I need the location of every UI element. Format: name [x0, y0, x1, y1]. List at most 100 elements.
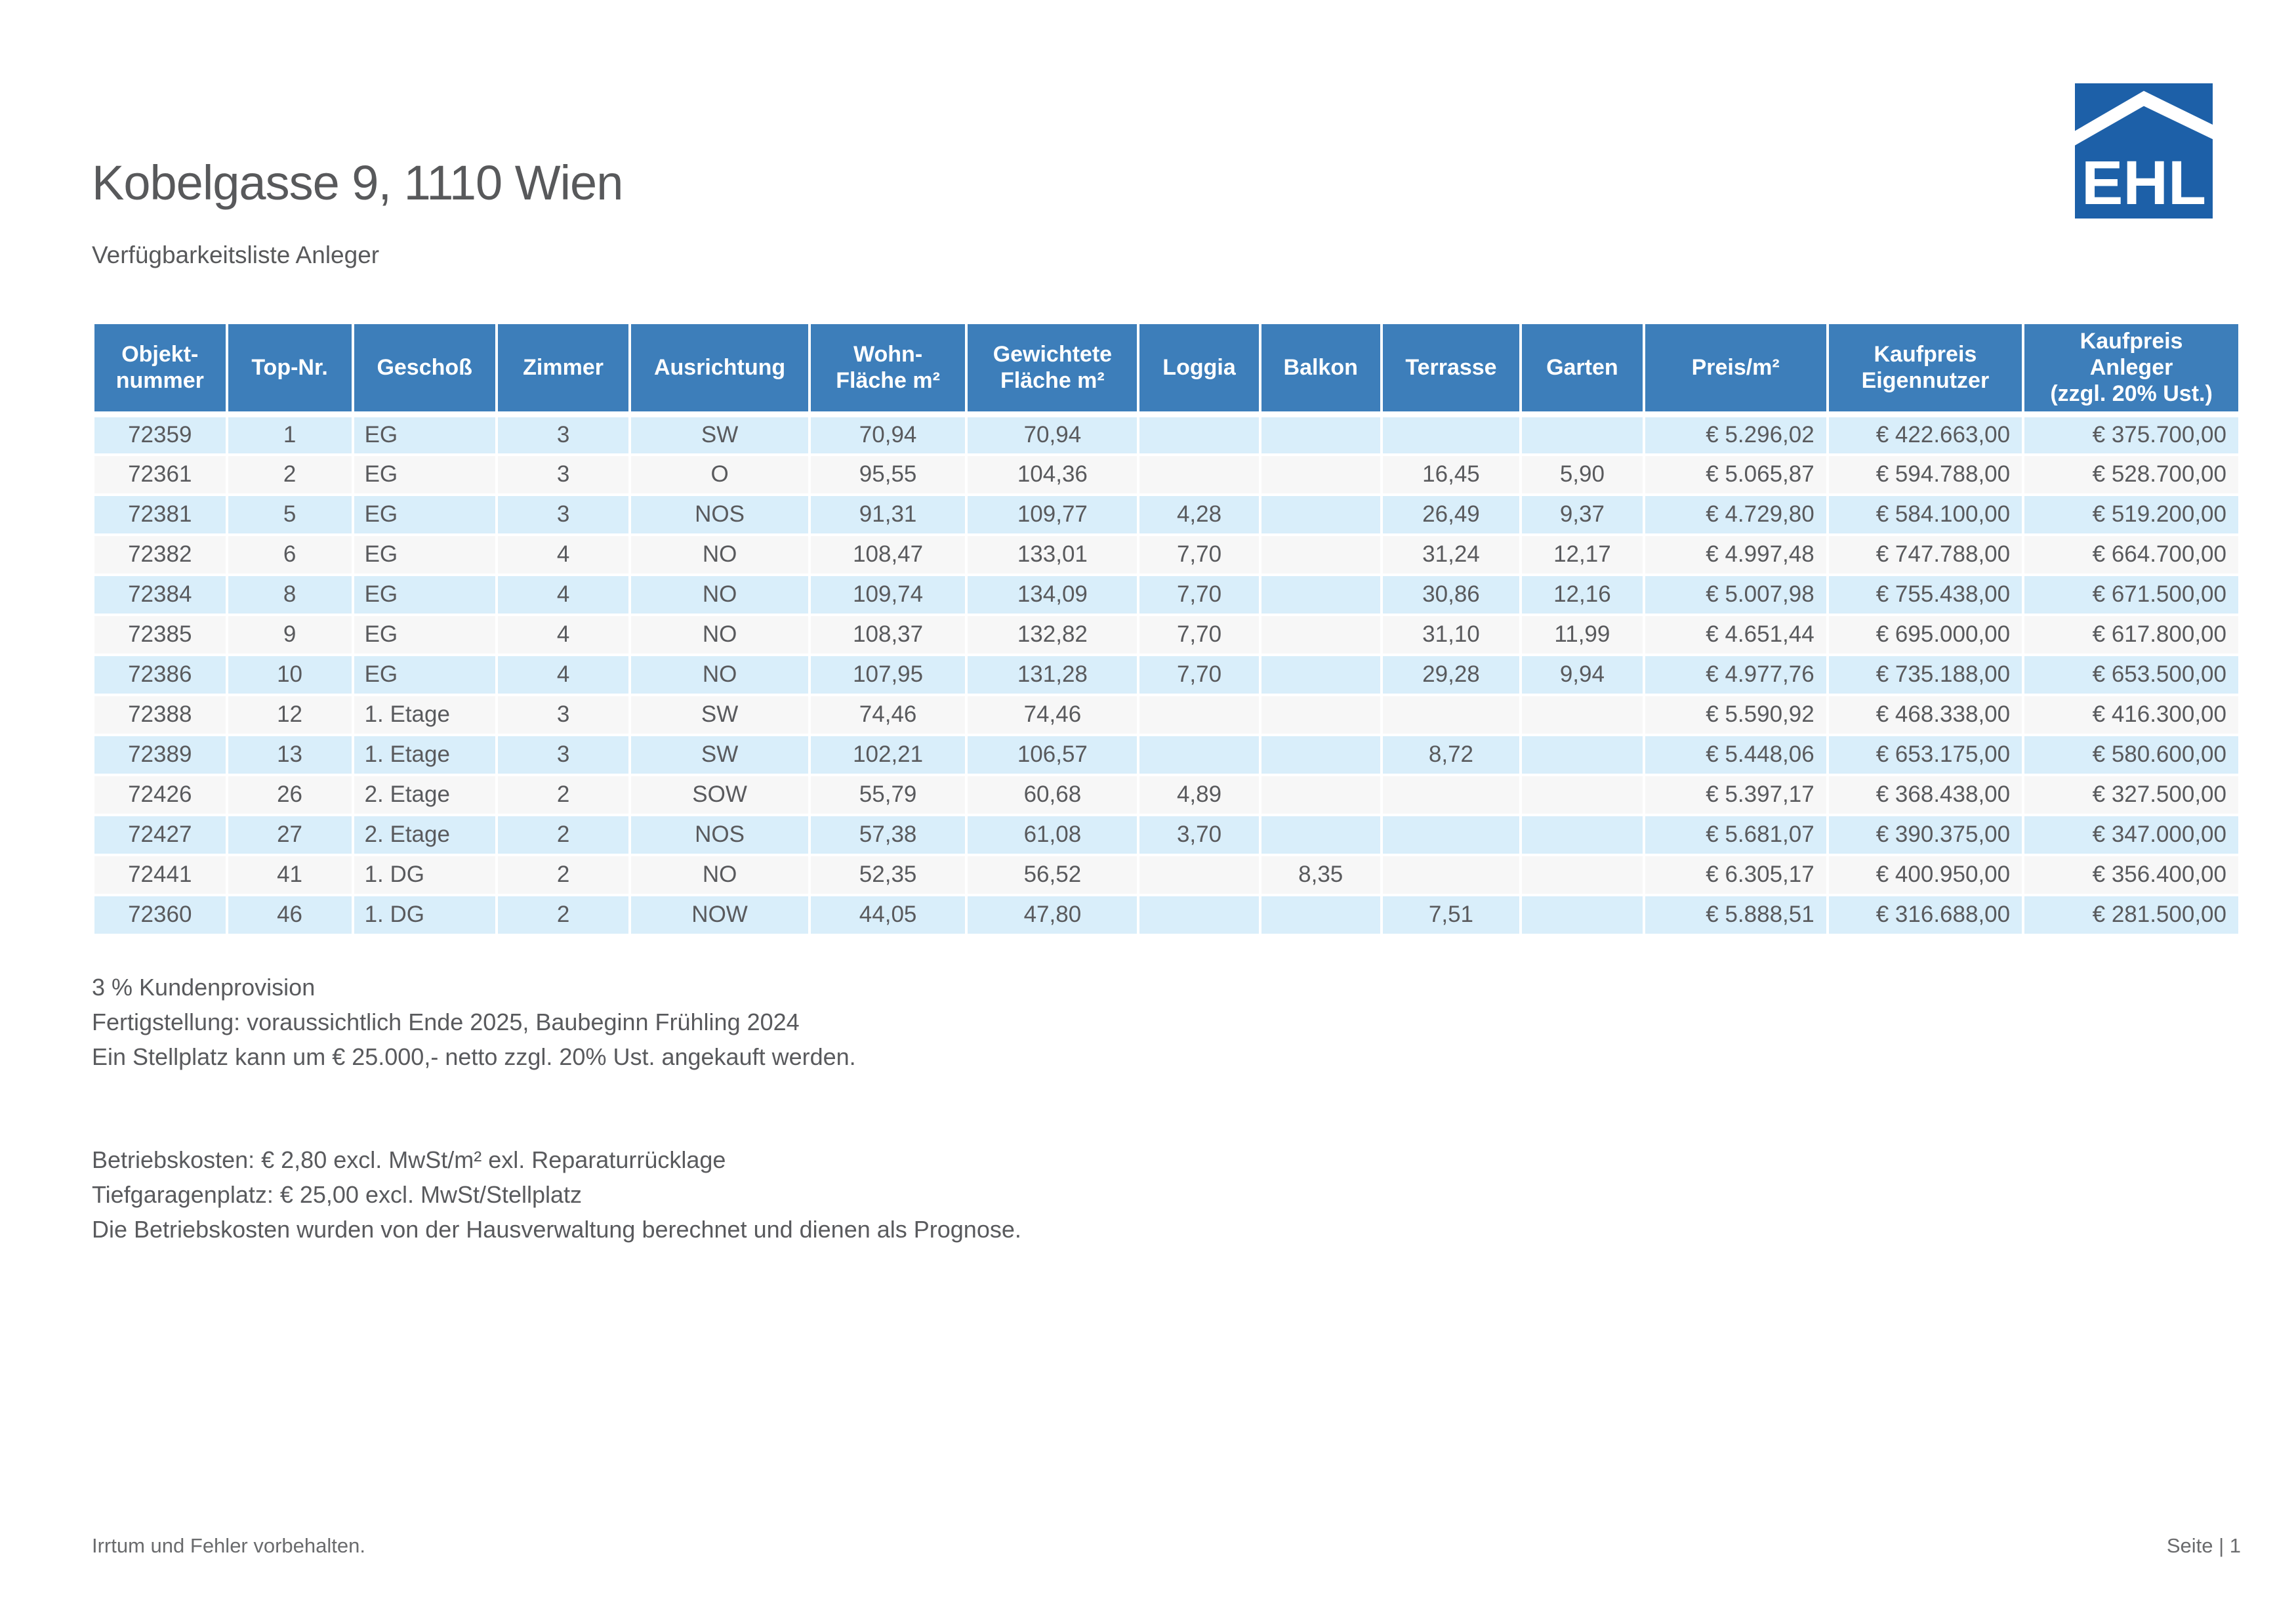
table-cell	[1380, 813, 1523, 856]
table-cell: € 519.200,00	[2022, 493, 2241, 536]
table-cell	[1137, 893, 1261, 936]
table-cell	[1519, 733, 1645, 776]
table-row: 72385 9 EG 4 NO 108,37 132,82 7,70 31,10 11,99 € 4…	[92, 613, 2241, 656]
page-number: Seite | 1	[2166, 1534, 2241, 1557]
table-cell: € 327.500,00	[2022, 773, 2241, 816]
table-cell: 12,17	[1519, 533, 1645, 576]
table-cell: 74,46	[965, 693, 1140, 736]
table-cell: € 594.788,00	[1826, 453, 2025, 496]
table-cell: 9,94	[1519, 653, 1645, 696]
table-cell: 8	[225, 573, 354, 616]
column-header-13: Kaufpreis Anleger (zzgl. 20% Ust.)	[2022, 321, 2241, 418]
table-cell	[1137, 693, 1261, 736]
table-cell: 72384	[92, 573, 228, 616]
table-cell: € 316.688,00	[1826, 893, 2025, 936]
table-cell: € 5.448,06	[1642, 733, 1829, 776]
table-row: 72389 13 1. Etage 3 SW 102,21 106,57 8,72 € 5.44…	[92, 733, 2241, 776]
table-cell: 109,77	[965, 493, 1140, 536]
table-row: 72381 5 EG 3 NOS 91,31 109,77 4,28 26,49 9,37 € 4.…	[92, 493, 2241, 536]
table-cell: € 617.800,00	[2022, 613, 2241, 656]
table-cell: 4,89	[1137, 773, 1261, 816]
table-cell: 2	[495, 853, 632, 896]
table-cell: 72386	[92, 653, 228, 696]
column-header-10: Garten	[1519, 321, 1645, 418]
table-cell: € 281.500,00	[2022, 893, 2241, 936]
table-cell: € 468.338,00	[1826, 693, 2025, 736]
column-header-2: Geschoß	[351, 321, 498, 418]
table-cell: 9	[225, 613, 354, 656]
table-cell: 2	[495, 893, 632, 936]
table-cell: € 5.590,92	[1642, 693, 1829, 736]
table-cell	[1137, 733, 1261, 776]
table-cell: 26	[225, 773, 354, 816]
table-cell: 41	[225, 853, 354, 896]
table-cell: 70,94	[808, 413, 968, 456]
table-cell	[1519, 893, 1645, 936]
table-cell: 72361	[92, 453, 228, 496]
table-cell: 60,68	[965, 773, 1140, 816]
table-cell: 104,36	[965, 453, 1140, 496]
table-cell: 132,82	[965, 613, 1140, 656]
table-cell: 1. Etage	[351, 693, 498, 736]
table-cell: 72360	[92, 893, 228, 936]
note-line: Tiefgaragenplatz: € 25,00 excl. MwSt/Ste…	[92, 1180, 583, 1208]
table-cell: NO	[628, 613, 811, 656]
table-head: Objekt- nummer Top-Nr. Geschoß Zimmer Ausric…	[92, 321, 2241, 418]
table-cell	[1258, 613, 1383, 656]
disclaimer-text: Irrtum und Fehler vorbehalten.	[92, 1534, 365, 1557]
table-cell: EG	[351, 413, 498, 456]
table-cell: 10	[225, 653, 354, 696]
table-cell: NOS	[628, 813, 811, 856]
table-cell: 55,79	[808, 773, 968, 816]
table-cell: 7,51	[1380, 893, 1523, 936]
table-row: 72360 46 1. DG 2 NOW 44,05 47,80 7,51 € 5.888,51…	[92, 893, 2241, 936]
table-cell: € 5.681,07	[1642, 813, 1829, 856]
table-cell	[1380, 773, 1523, 816]
table-cell: 1	[225, 413, 354, 456]
table-cell: 57,38	[808, 813, 968, 856]
table-cell: € 755.438,00	[1826, 573, 2025, 616]
column-header-6: Gewichtete Fläche m²	[965, 321, 1140, 418]
table-row: 72359 1 EG 3 SW 70,94 70,94 € 5.296,02 € 422.663…	[92, 413, 2241, 456]
table-cell: 72359	[92, 413, 228, 456]
table-cell: 2	[495, 813, 632, 856]
table-cell: 74,46	[808, 693, 968, 736]
table-cell: 27	[225, 813, 354, 856]
notes-block-1: 3 % Kundenprovision Fertigstellung: vora…	[92, 970, 2241, 1075]
table-cell: EG	[351, 573, 498, 616]
table-cell: 29,28	[1380, 653, 1523, 696]
column-header-12: Kaufpreis Eigennutzer	[1826, 321, 2025, 418]
page-title: Kobelgasse 9, 1110 Wien	[92, 156, 623, 210]
table-cell	[1258, 813, 1383, 856]
column-header-9: Terrasse	[1380, 321, 1523, 418]
table-cell: 9,37	[1519, 493, 1645, 536]
table-cell: SW	[628, 693, 811, 736]
table-cell: 56,52	[965, 853, 1140, 896]
table-row: 72386 10 EG 4 NO 107,95 131,28 7,70 29,28 9,94 € 4…	[92, 653, 2241, 696]
table-cell	[1519, 813, 1645, 856]
ehl-logo: EHL	[2075, 83, 2213, 219]
table-cell: 72385	[92, 613, 228, 656]
table-cell: 11,99	[1519, 613, 1645, 656]
table-cell	[1258, 533, 1383, 576]
table-cell: 4	[495, 533, 632, 576]
availability-table: Objekt- nummer Top-Nr. Geschoß Zimmer Ausric…	[92, 321, 2241, 936]
table-cell: 31,24	[1380, 533, 1523, 576]
table-cell: € 664.700,00	[2022, 533, 2241, 576]
table-cell: € 5.296,02	[1642, 413, 1829, 456]
note-line: Ein Stellplatz kann um € 25.000,- netto …	[92, 1043, 856, 1070]
table-cell	[1258, 453, 1383, 496]
table-cell: 1. Etage	[351, 733, 498, 776]
table-cell: € 5.065,87	[1642, 453, 1829, 496]
table-header-row: Objekt- nummer Top-Nr. Geschoß Zimmer Ausric…	[92, 321, 2241, 418]
table-row: 72426 26 2. Etage 2 SOW 55,79 60,68 4,89 € 5.397…	[92, 773, 2241, 816]
table-cell: € 4.977,76	[1642, 653, 1829, 696]
table-cell: € 747.788,00	[1826, 533, 2025, 576]
table-cell: NOW	[628, 893, 811, 936]
table-cell: € 4.997,48	[1642, 533, 1829, 576]
table-cell: 72382	[92, 533, 228, 576]
table-cell	[1380, 693, 1523, 736]
notes-block-2: Betriebskosten: € 2,80 excl. MwSt/m² exl…	[92, 1143, 2241, 1247]
note-line: Die Betriebskosten wurden von der Hausve…	[92, 1215, 1021, 1243]
table-cell	[1380, 413, 1523, 456]
